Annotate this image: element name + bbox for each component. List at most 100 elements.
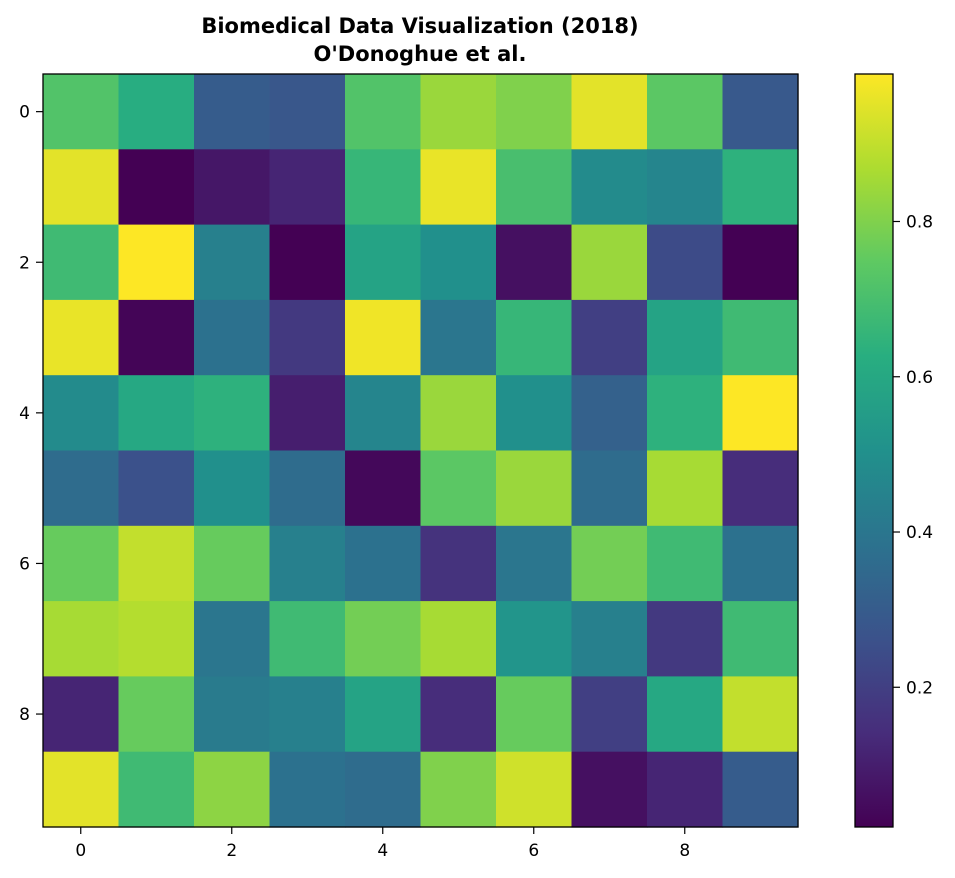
heatmap-cell	[194, 751, 271, 828]
heatmap-cells	[43, 74, 799, 828]
heatmap-cell	[43, 450, 120, 527]
heatmap-cell	[420, 299, 497, 376]
heatmap-cell	[647, 224, 724, 301]
heatmap-cell	[722, 601, 799, 677]
heatmap-cell	[43, 601, 120, 677]
heatmap-cell	[118, 299, 195, 376]
heatmap-cell	[722, 450, 799, 527]
heatmap-cell	[496, 224, 573, 301]
heatmap-cell	[571, 74, 648, 150]
heatmap-cell	[194, 224, 271, 301]
heatmap-cell	[194, 525, 271, 602]
y-tick-label: 6	[19, 554, 30, 574]
heatmap-cell	[571, 149, 648, 226]
colorbar-frame	[854, 73, 894, 828]
heatmap-cell	[269, 450, 346, 527]
heatmap-cell	[420, 375, 497, 452]
heatmap-cell	[722, 224, 799, 301]
heatmap-cell	[345, 299, 422, 376]
heatmap-cell	[345, 149, 422, 226]
heatmap-cell	[420, 149, 497, 226]
heatmap-cell	[269, 525, 346, 602]
heatmap-cell	[571, 450, 648, 527]
colorbar-tick-label: 0.8	[906, 212, 933, 232]
heatmap-cell	[345, 525, 422, 602]
heatmap-cell	[43, 676, 120, 753]
heatmap-cell	[194, 375, 271, 452]
heatmap-cell	[647, 751, 724, 828]
heatmap-cell	[194, 74, 271, 150]
y-tick-label: 8	[19, 705, 30, 725]
heatmap-cell	[269, 224, 346, 301]
heatmap-cell	[571, 751, 648, 828]
heatmap-cell	[43, 751, 120, 828]
heatmap-cell	[722, 375, 799, 452]
x-tick-label: 0	[75, 841, 86, 861]
colorbar	[855, 74, 893, 827]
heatmap-cell	[571, 375, 648, 452]
heatmap-cell	[420, 751, 497, 828]
heatmap-cell	[722, 149, 799, 226]
heatmap-cell	[269, 676, 346, 753]
heatmap-cell	[345, 450, 422, 527]
heatmap-cell	[118, 751, 195, 828]
heatmap-cell	[194, 450, 271, 527]
heatmap-cell	[496, 676, 573, 753]
heatmap-cell	[496, 450, 573, 527]
heatmap-cell	[647, 149, 724, 226]
colorbar-tick-label: 0.6	[906, 368, 933, 388]
heatmap-cell	[43, 224, 120, 301]
heatmap-cell	[118, 525, 195, 602]
heatmap-cell	[118, 149, 195, 226]
heatmap-cell	[269, 299, 346, 376]
y-axis: 0 2 4 6 8	[19, 103, 43, 725]
heatmap-cell	[118, 74, 195, 150]
heatmap-cell	[496, 601, 573, 677]
y-tick-label: 0	[19, 103, 30, 123]
heatmap-cell	[496, 751, 573, 828]
colorbar-axis: 0.2 0.4 0.6 0.8	[893, 212, 933, 698]
plot-frame	[42, 73, 799, 828]
heatmap-cell	[345, 601, 422, 677]
heatmap-cell	[345, 375, 422, 452]
colorbar-tick-label: 0.4	[906, 523, 933, 543]
y-tick-label: 2	[19, 253, 30, 273]
chart-subtitle: O'Donoghue et al.	[314, 42, 527, 66]
heatmap-cell	[647, 676, 724, 753]
heatmap-cell	[118, 224, 195, 301]
heatmap-cell	[420, 450, 497, 527]
x-tick-label: 8	[679, 841, 690, 861]
heatmap-cell	[269, 375, 346, 452]
heatmap-cell	[194, 676, 271, 753]
heatmap-cell	[194, 601, 271, 677]
y-tick-label: 4	[19, 404, 30, 424]
heatmap-cell	[571, 224, 648, 301]
colorbar-tick-label: 0.2	[906, 678, 933, 698]
heatmap-cell	[269, 601, 346, 677]
heatmap-cell	[647, 299, 724, 376]
heatmap-cell	[571, 525, 648, 602]
heatmap-cell	[722, 299, 799, 376]
heatmap-cell	[496, 149, 573, 226]
heatmap-cell	[345, 676, 422, 753]
heatmap-cell	[571, 601, 648, 677]
heatmap-cell	[722, 74, 799, 150]
x-tick-label: 6	[528, 841, 539, 861]
heatmap-cell	[420, 525, 497, 602]
heatmap-cell	[722, 676, 799, 753]
heatmap-cell	[647, 525, 724, 602]
heatmap-cell	[496, 375, 573, 452]
heatmap-cell	[571, 676, 648, 753]
heatmap-cell	[345, 74, 422, 150]
x-tick-label: 2	[226, 841, 237, 861]
heatmap-cell	[722, 525, 799, 602]
heatmap-cell	[496, 299, 573, 376]
heatmap-cell	[647, 74, 724, 150]
heatmap-cell	[43, 525, 120, 602]
heatmap-cell	[496, 525, 573, 602]
heatmap-cell	[118, 450, 195, 527]
heatmap-cell	[496, 74, 573, 150]
heatmap-cell	[194, 299, 271, 376]
heatmap-cell	[571, 299, 648, 376]
